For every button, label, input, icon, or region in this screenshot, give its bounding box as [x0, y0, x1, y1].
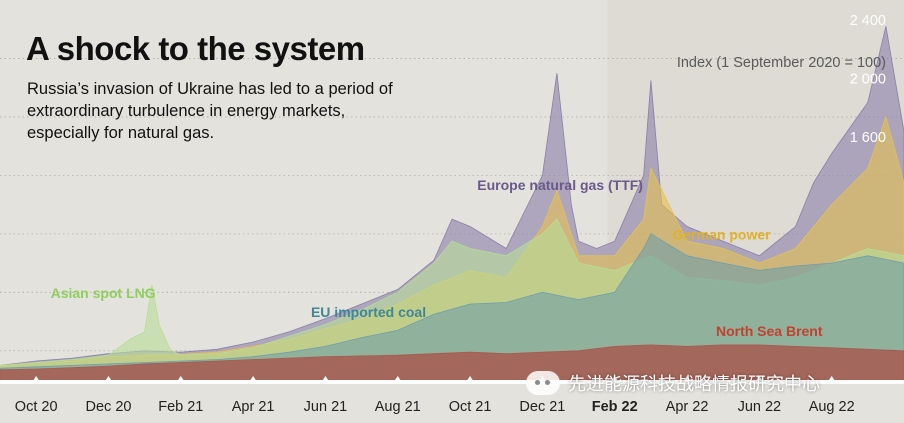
- x-tick-label: Apr 22: [666, 399, 709, 415]
- chart-title: A shock to the system: [26, 30, 365, 67]
- x-tick-mark: [466, 376, 475, 382]
- x-tick-mark: [176, 376, 185, 382]
- x-tick-mark: [610, 376, 619, 382]
- x-tick-mark: [321, 376, 330, 382]
- series-area-3: [0, 233, 904, 381]
- y-tick-label: 1 600: [850, 130, 886, 146]
- series-label-0: Europe natural gas (TTF): [477, 177, 643, 193]
- series-area-4: [0, 344, 904, 381]
- x-tick-label: Oct 21: [449, 399, 492, 415]
- x-tick-mark: [104, 376, 113, 382]
- watermark: 先进能源科技战略情报研究中心: [526, 370, 820, 396]
- x-tick-label: Oct 20: [15, 399, 58, 415]
- x-tick-label: Dec 21: [519, 399, 565, 415]
- x-tick-mark: [755, 376, 764, 382]
- x-tick-mark: [249, 376, 258, 382]
- x-tick-label: Feb 21: [158, 399, 203, 415]
- x-axis-line: [0, 380, 904, 384]
- y-tick-label: 2 400: [850, 13, 886, 29]
- x-tick-mark: [393, 376, 402, 382]
- x-tick-label: Apr 21: [232, 399, 275, 415]
- x-tick-label: Aug 22: [809, 399, 855, 415]
- x-tick-mark: [827, 376, 836, 382]
- series-label-3: EU imported coal: [311, 304, 426, 320]
- chart-subtitle: Russia’s invasion of Ukraine has led to …: [27, 80, 393, 142]
- series-label-1: German power: [673, 227, 772, 243]
- wechat-icon: [526, 371, 560, 395]
- watermark-text: 先进能源科技战略情报研究中心: [568, 374, 820, 394]
- series-label-4: North Sea Brent: [716, 323, 823, 339]
- x-tick-label: Aug 21: [375, 399, 421, 415]
- x-tick-label: Jun 22: [738, 399, 782, 415]
- x-tick-mark: [683, 376, 692, 382]
- x-tick-label: Dec 20: [86, 399, 132, 415]
- x-tick-mark: [32, 376, 41, 382]
- y-axis-label: Index (1 September 2020 = 100): [677, 55, 886, 71]
- series-label-2: Asian spot LNG: [51, 285, 156, 301]
- x-tick-label: Jun 21: [304, 399, 348, 415]
- x-tick-label: Feb 22: [592, 399, 638, 415]
- y-tick-label: 2 000: [850, 72, 886, 88]
